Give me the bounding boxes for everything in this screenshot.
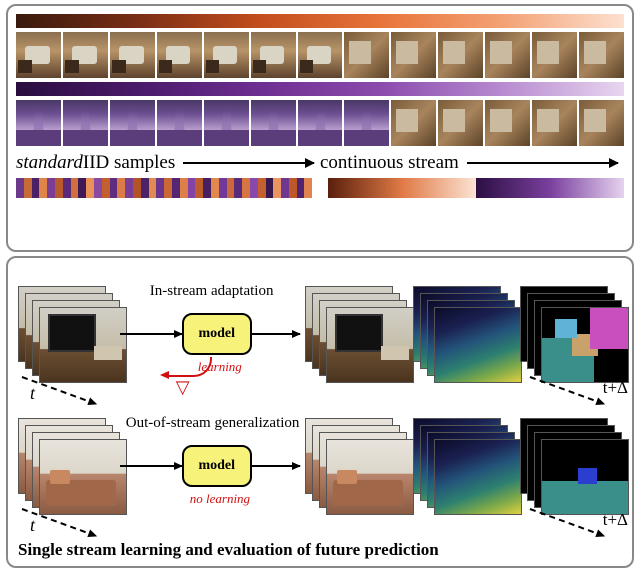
top-panel: standard IID samples continuous stream bbox=[6, 4, 634, 252]
thumb bbox=[485, 32, 530, 78]
thumb bbox=[298, 32, 343, 78]
thumb bbox=[63, 32, 108, 78]
grad-symbol: ▽ bbox=[176, 377, 190, 398]
row1-title: In-stream adaptation bbox=[150, 283, 274, 300]
thumb bbox=[204, 100, 249, 146]
thumb bbox=[251, 100, 296, 146]
thumb bbox=[157, 100, 202, 146]
out-arrow-2 bbox=[252, 465, 300, 467]
tdelta-label-1: t+Δ bbox=[603, 378, 628, 398]
learning-label: learning bbox=[198, 359, 242, 375]
output-stack-depth-2 bbox=[413, 418, 515, 514]
output-stack-seg-2: t+Δ bbox=[520, 418, 622, 514]
bottom-panel: t In-stream adaptation model learning ▽ … bbox=[6, 256, 634, 568]
model-block-2: Out-of-stream generalization model no le… bbox=[120, 411, 305, 521]
row2-title: Out-of-stream generalization bbox=[126, 415, 300, 432]
thumb bbox=[391, 32, 436, 78]
input-stack-desk: t bbox=[18, 286, 120, 382]
thumb bbox=[157, 32, 202, 78]
row-out-stream: t Out-of-stream generalization model no … bbox=[18, 400, 622, 532]
model-box-2: model bbox=[182, 445, 252, 487]
thumb bbox=[16, 32, 61, 78]
arrow-stream bbox=[467, 162, 618, 164]
output-stack-couch bbox=[305, 418, 407, 514]
input-stack-couch: t bbox=[18, 418, 120, 514]
labels-row: standard IID samples continuous stream bbox=[16, 152, 624, 174]
thumb bbox=[251, 32, 296, 78]
thumb bbox=[110, 100, 155, 146]
output-stack-depth-1 bbox=[413, 286, 515, 382]
in-arrow-1 bbox=[120, 333, 182, 335]
thumb bbox=[532, 32, 577, 78]
model-block-1: In-stream adaptation model learning ▽ bbox=[120, 279, 305, 389]
no-learning-label: no learning bbox=[190, 491, 250, 507]
thumb bbox=[204, 32, 249, 78]
thumb bbox=[485, 100, 530, 146]
thumb bbox=[298, 100, 343, 146]
model-box-1: model bbox=[182, 313, 252, 355]
arrow-iid bbox=[183, 162, 314, 164]
code-bar bbox=[16, 178, 624, 198]
thumb bbox=[579, 32, 624, 78]
thumb bbox=[63, 100, 108, 146]
thumb bbox=[438, 32, 483, 78]
tdelta-label-2: t+Δ bbox=[603, 510, 628, 530]
output-stack-seg-1: t+Δ bbox=[520, 286, 622, 382]
caption: Single stream learning and evaluation of… bbox=[18, 540, 622, 560]
out-arrow-1 bbox=[252, 333, 300, 335]
thumb bbox=[16, 100, 61, 146]
label-stream: continuous stream bbox=[320, 152, 459, 174]
in-arrow-2 bbox=[120, 465, 182, 467]
thumb bbox=[532, 100, 577, 146]
row-in-stream: t In-stream adaptation model learning ▽ … bbox=[18, 268, 622, 400]
label-iid-rest: IID samples bbox=[83, 152, 175, 174]
thumb bbox=[110, 32, 155, 78]
gradient-bar-orange bbox=[16, 14, 624, 28]
thumb-row-2 bbox=[16, 100, 624, 146]
gradient-bar-purple bbox=[16, 82, 624, 96]
thumb bbox=[438, 100, 483, 146]
thumb bbox=[391, 100, 436, 146]
output-stack-desk bbox=[305, 286, 407, 382]
label-iid-em: standard bbox=[16, 152, 83, 174]
thumb bbox=[344, 100, 389, 146]
thumb-row-1 bbox=[16, 32, 624, 78]
thumb bbox=[579, 100, 624, 146]
thumb bbox=[344, 32, 389, 78]
